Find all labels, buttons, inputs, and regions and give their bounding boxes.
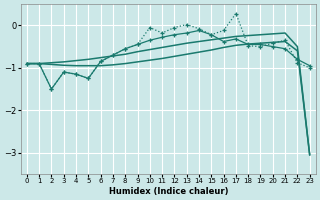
X-axis label: Humidex (Indice chaleur): Humidex (Indice chaleur) [108,187,228,196]
